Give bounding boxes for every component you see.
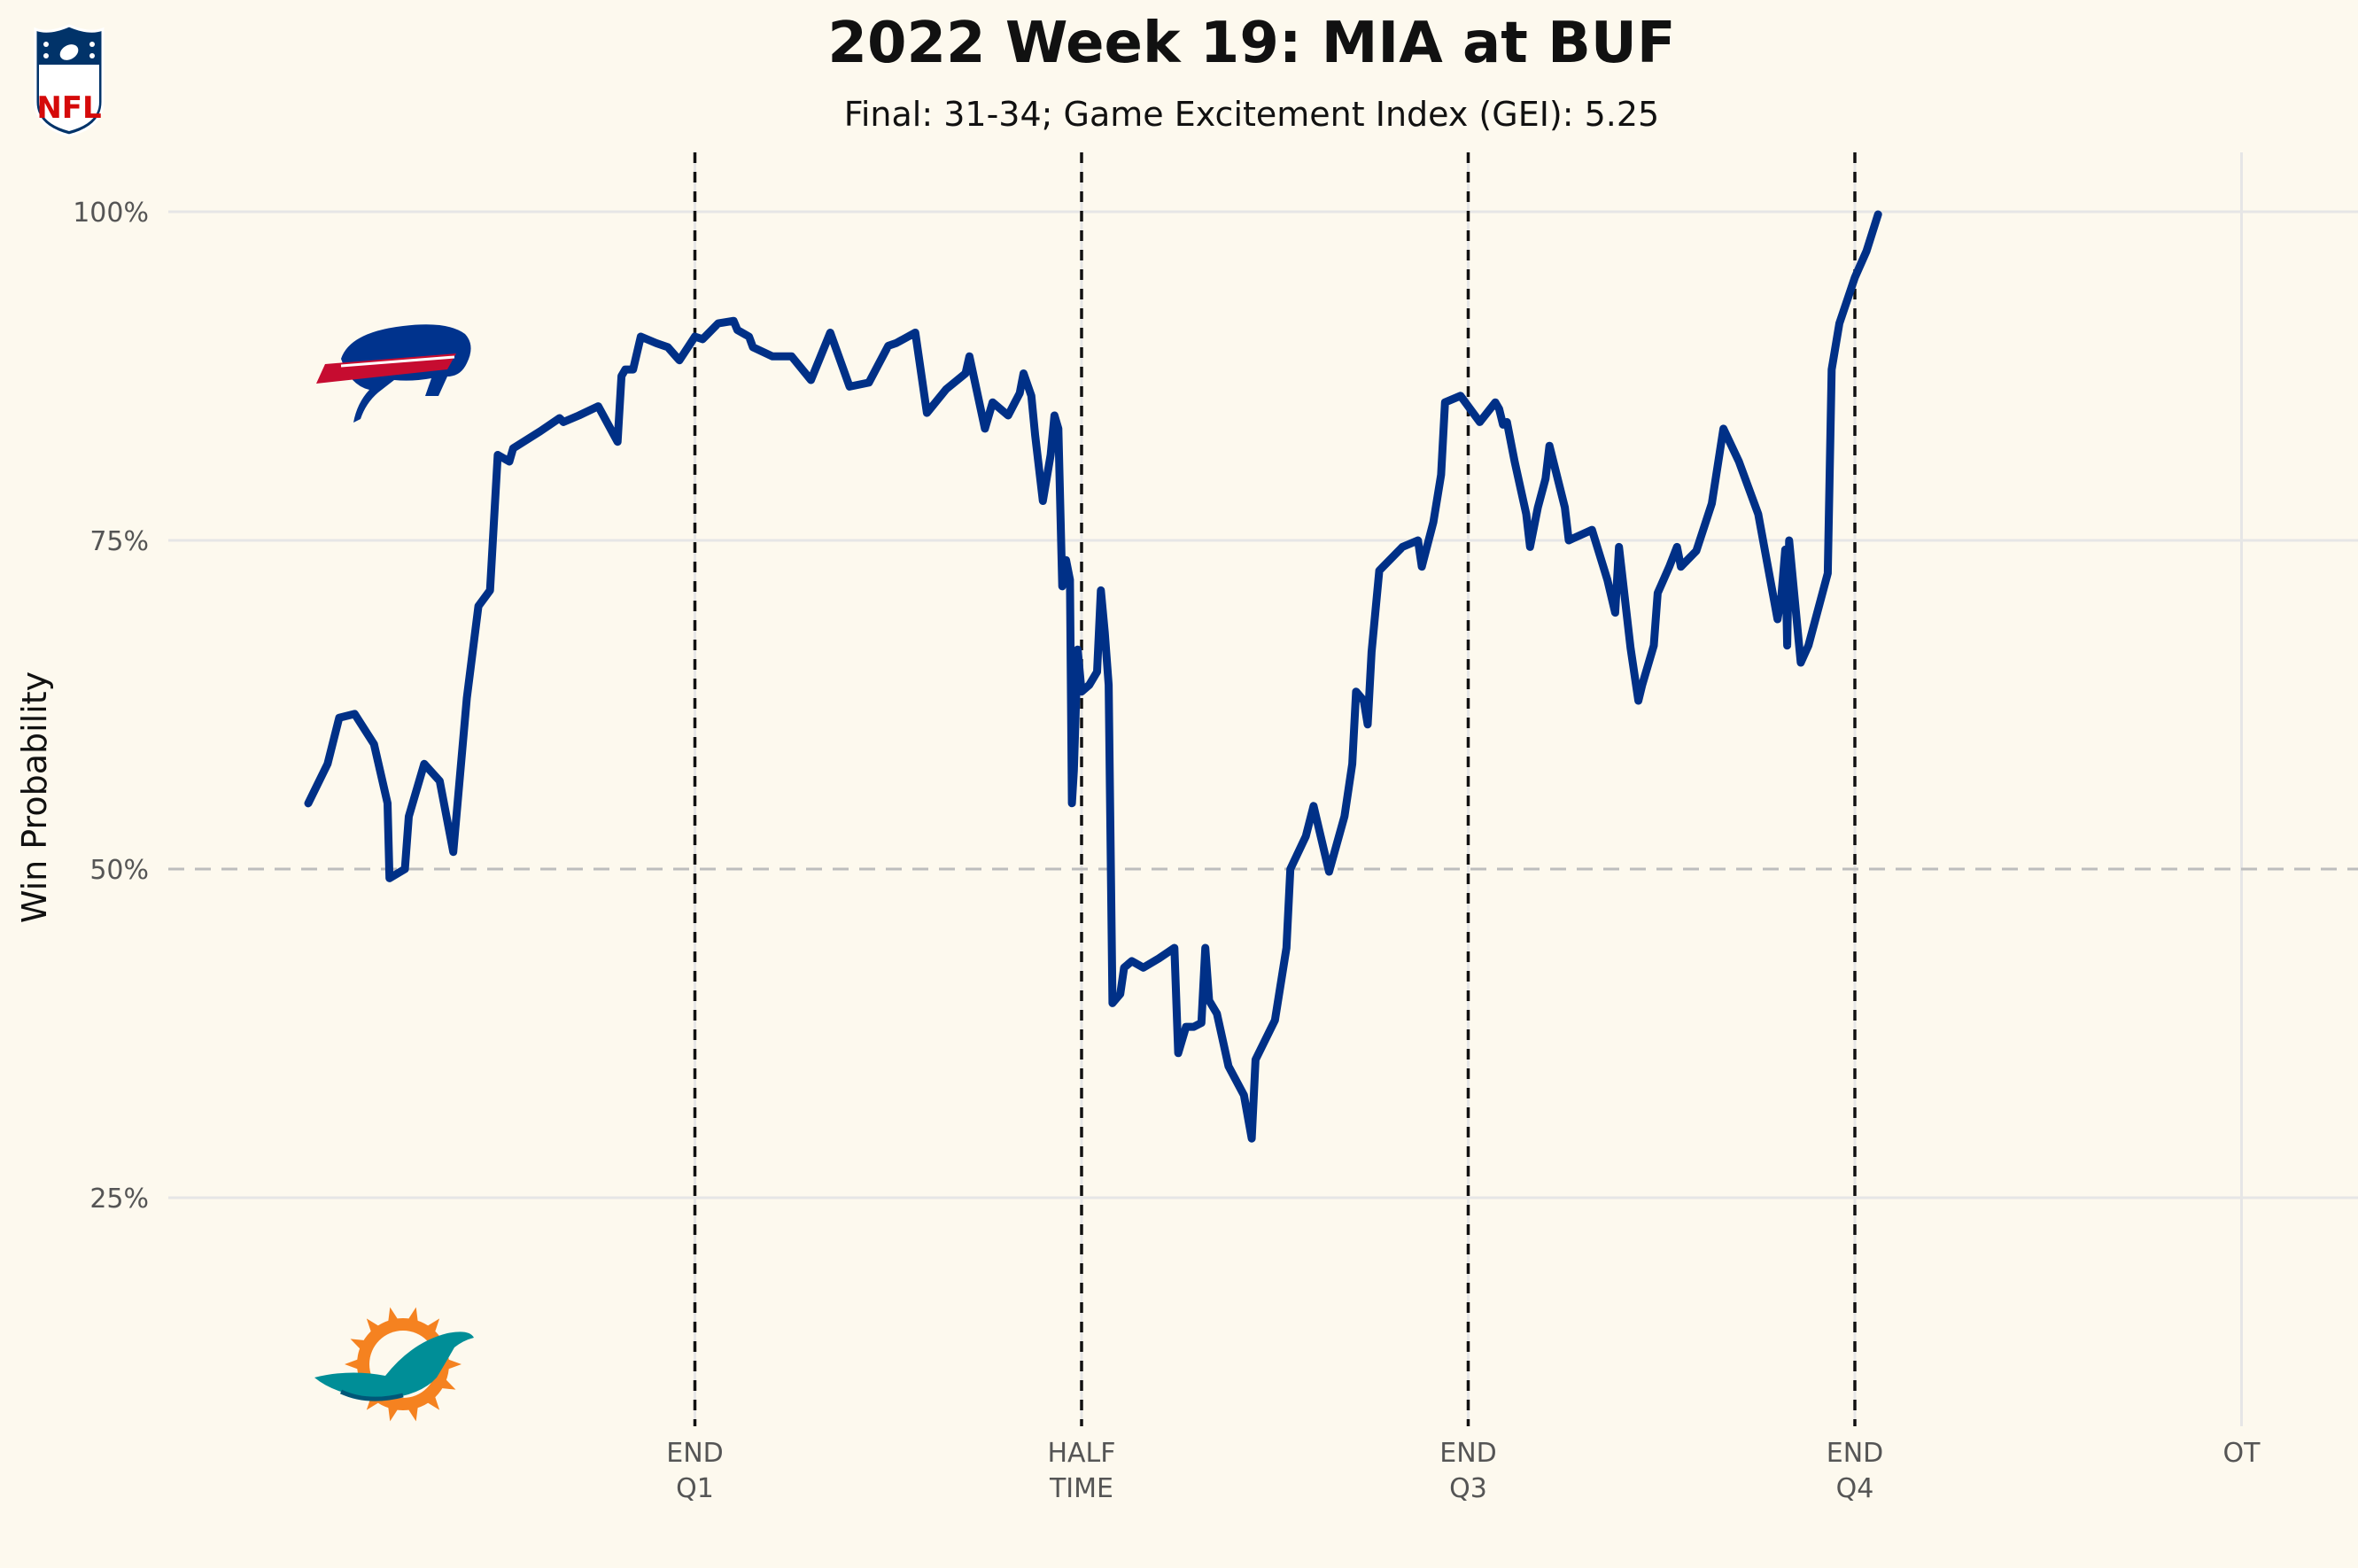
chart-subtitle: Final: 31-34; Game Excitement Index (GEI… (844, 95, 1659, 134)
bills-logo-icon (316, 324, 471, 423)
svg-text:NFL: NFL (36, 90, 101, 126)
y-tick-label: 50% (89, 855, 149, 886)
win-probability-line (304, 210, 1882, 1143)
x-tick-label: END Q4 (1827, 1438, 1884, 1504)
y-axis-label: Win Probability (15, 671, 54, 923)
y-tick-label: 100% (73, 198, 149, 229)
series-layer (304, 210, 1882, 1143)
y-tick-labels: 25% 50% 75% 100% (73, 198, 149, 1215)
dolphins-logo-icon (314, 1307, 474, 1422)
grid-layer (168, 152, 2358, 1426)
x-tick-label: END Q1 (666, 1438, 724, 1504)
x-tick-label: OT (2223, 1438, 2261, 1469)
chart-title: 2022 Week 19: MIA at BUF (827, 11, 1675, 76)
x-tick-label: HALF TIME (1047, 1438, 1115, 1504)
nfl-logo-icon: NFL (34, 24, 105, 137)
x-tick-label: END Q3 (1439, 1438, 1497, 1504)
y-tick-label: 75% (89, 526, 149, 557)
x-tick-labels: END Q1 HALF TIME END Q3 END Q4 OT (666, 1438, 2261, 1504)
reference-layer (168, 152, 2358, 1426)
y-tick-label: 25% (89, 1184, 149, 1215)
